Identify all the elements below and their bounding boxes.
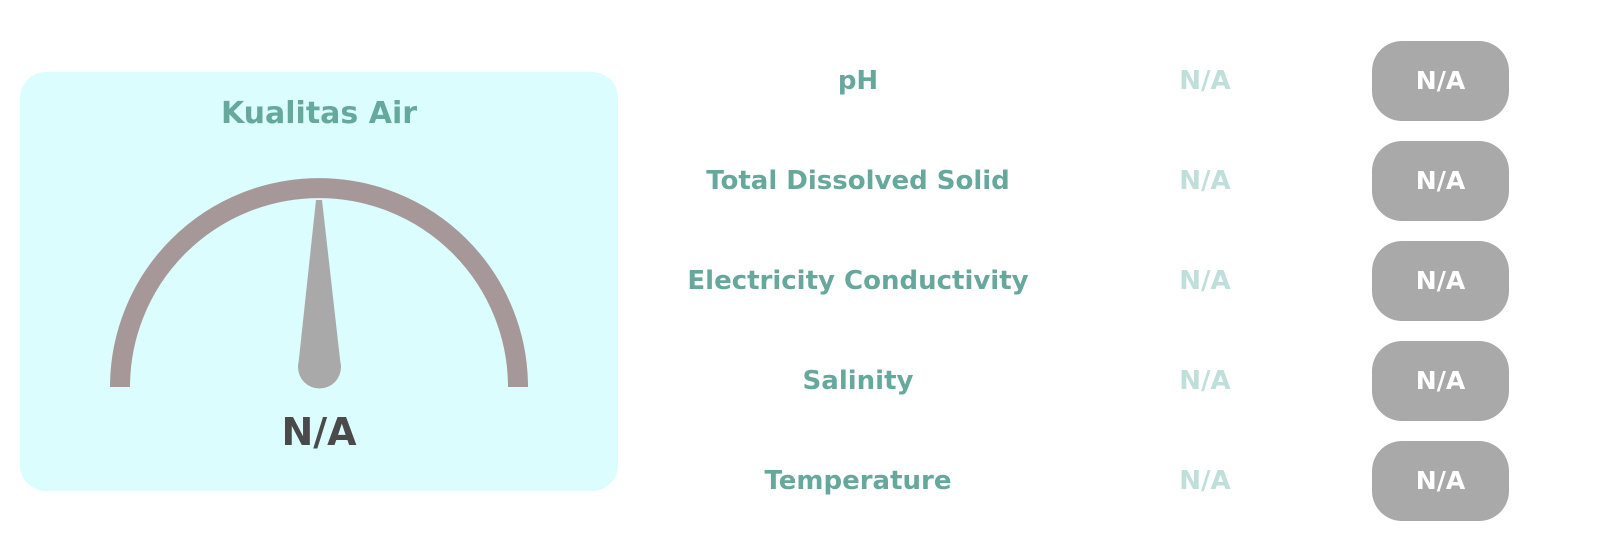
parameter-row-tds: Total Dissolved Solid N/A N/A bbox=[0, 141, 1600, 221]
parameter-row-ph: pH N/A N/A bbox=[0, 41, 1600, 121]
parameter-label: pH bbox=[837, 66, 879, 96]
parameter-label: Electricity Conductivity bbox=[687, 266, 1029, 296]
parameter-row-ec: Electricity Conductivity N/A N/A bbox=[0, 241, 1600, 321]
parameter-value: N/A bbox=[1179, 66, 1231, 96]
parameter-row-temperature: Temperature N/A N/A bbox=[0, 441, 1600, 521]
parameter-value: N/A bbox=[1179, 166, 1231, 196]
parameter-row-salinity: Salinity N/A N/A bbox=[0, 341, 1600, 421]
parameter-label: Total Dissolved Solid bbox=[706, 166, 1010, 196]
status-button[interactable]: N/A bbox=[1372, 141, 1509, 221]
parameter-label: Salinity bbox=[802, 366, 914, 396]
gauge-value: N/A bbox=[281, 410, 357, 454]
status-button[interactable]: N/A bbox=[1372, 441, 1509, 521]
status-button[interactable]: N/A bbox=[1372, 341, 1509, 421]
gauge-title: Kualitas Air bbox=[220, 96, 418, 131]
parameter-label: Temperature bbox=[764, 466, 952, 496]
status-button[interactable]: N/A bbox=[1372, 241, 1509, 321]
parameter-value: N/A bbox=[1179, 466, 1231, 496]
status-button[interactable]: N/A bbox=[1372, 41, 1509, 121]
parameter-value: N/A bbox=[1179, 266, 1231, 296]
parameter-value: N/A bbox=[1179, 366, 1231, 396]
